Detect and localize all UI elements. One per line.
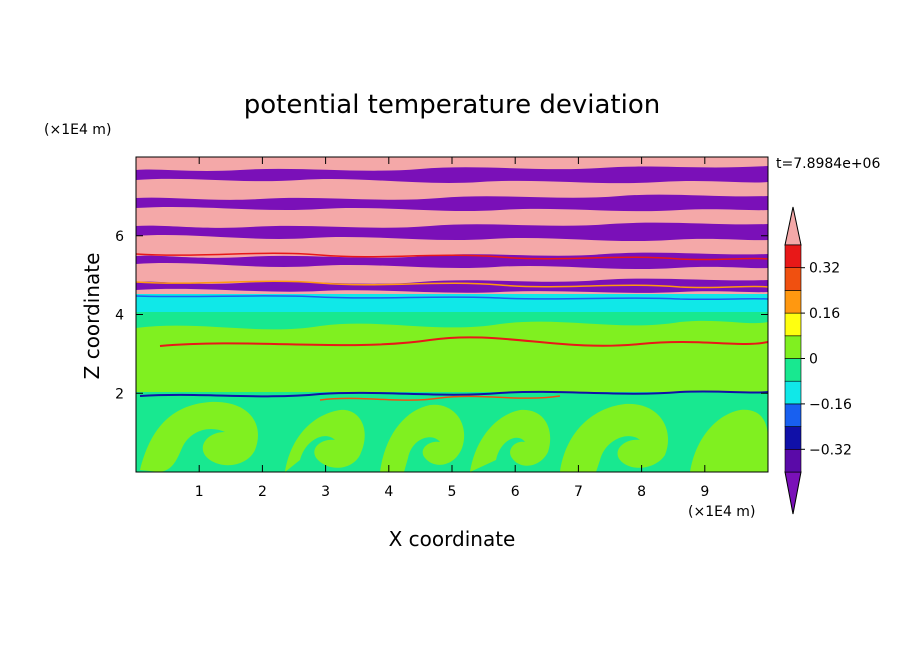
colorbar-segment [784, 290, 802, 314]
x-tick-label: 4 [384, 484, 393, 500]
band-edges [136, 252, 768, 301]
x-tick-label: 3 [321, 484, 330, 500]
edge-cyan [136, 295, 768, 301]
y-axis-label: Z coordinate [80, 253, 104, 380]
colorbar-segment [784, 426, 802, 450]
eddy-4 [470, 409, 551, 472]
boundary-line-low [139, 390, 768, 398]
x-tick-label: 7 [574, 484, 583, 500]
colorbar-tick-label: 0.16 [809, 306, 840, 322]
eddy-2 [285, 409, 365, 472]
lower-eddies [140, 401, 768, 472]
edge-orange [136, 280, 768, 289]
band-2 [136, 178, 768, 200]
eddy-5 [560, 403, 669, 472]
colorbar: −0.32 −0.16 0 0.16 0.32 [784, 206, 852, 515]
boundary-line-warm [319, 395, 561, 401]
x-tick-label: 1 [195, 484, 204, 500]
colorbar-tick-label: 0 [809, 352, 818, 368]
y-tick-label: 6 [115, 229, 124, 245]
colorbar-segment [784, 335, 802, 359]
band-4 [136, 235, 768, 258]
boundary-line-high [159, 336, 768, 347]
y-unit-label: (×1E4 m) [44, 122, 111, 138]
eddy-6 [690, 409, 768, 472]
y-tick-label: 2 [115, 386, 124, 402]
plot-area [136, 157, 768, 472]
colorbar-tick-label: 0.32 [809, 261, 840, 277]
time-label: t=7.8984e+06 [776, 156, 880, 172]
x-tick-label: 5 [448, 484, 457, 500]
edge-red [136, 252, 768, 261]
band-3 [136, 206, 768, 228]
x-tick-label: 2 [258, 484, 267, 500]
y-tick-label: 4 [115, 308, 124, 324]
band-6 [136, 288, 768, 294]
middle-ripples [136, 312, 768, 330]
eddy-1 [140, 401, 258, 472]
colorbar-tick-label: −0.16 [809, 397, 852, 413]
x-axis-label: X coordinate [389, 527, 516, 551]
colorbar-segment [784, 358, 802, 382]
x-tick-label: 9 [700, 484, 709, 500]
colorbar-segment [784, 380, 802, 405]
x-unit-label: (×1E4 m) [688, 504, 755, 520]
x-axis: 1 2 3 4 5 6 7 8 9 [195, 157, 709, 500]
colorbar-segment [784, 448, 802, 473]
colorbar-tick-label: −0.32 [809, 442, 852, 458]
x-tick-label: 8 [637, 484, 646, 500]
eddy-3 [380, 404, 465, 472]
colorbar-segment [784, 267, 802, 291]
x-tick-label: 6 [511, 484, 520, 500]
colorbar-under-triangle [784, 471, 802, 515]
colorbar-over-triangle [784, 206, 802, 246]
chart-title: potential temperature deviation [244, 90, 660, 120]
colorbar-segment [784, 244, 802, 269]
colorbar-segment [784, 312, 802, 337]
y-axis: 2 4 6 [115, 229, 768, 402]
band-5 [136, 263, 768, 284]
colorbar-segment [784, 403, 802, 427]
